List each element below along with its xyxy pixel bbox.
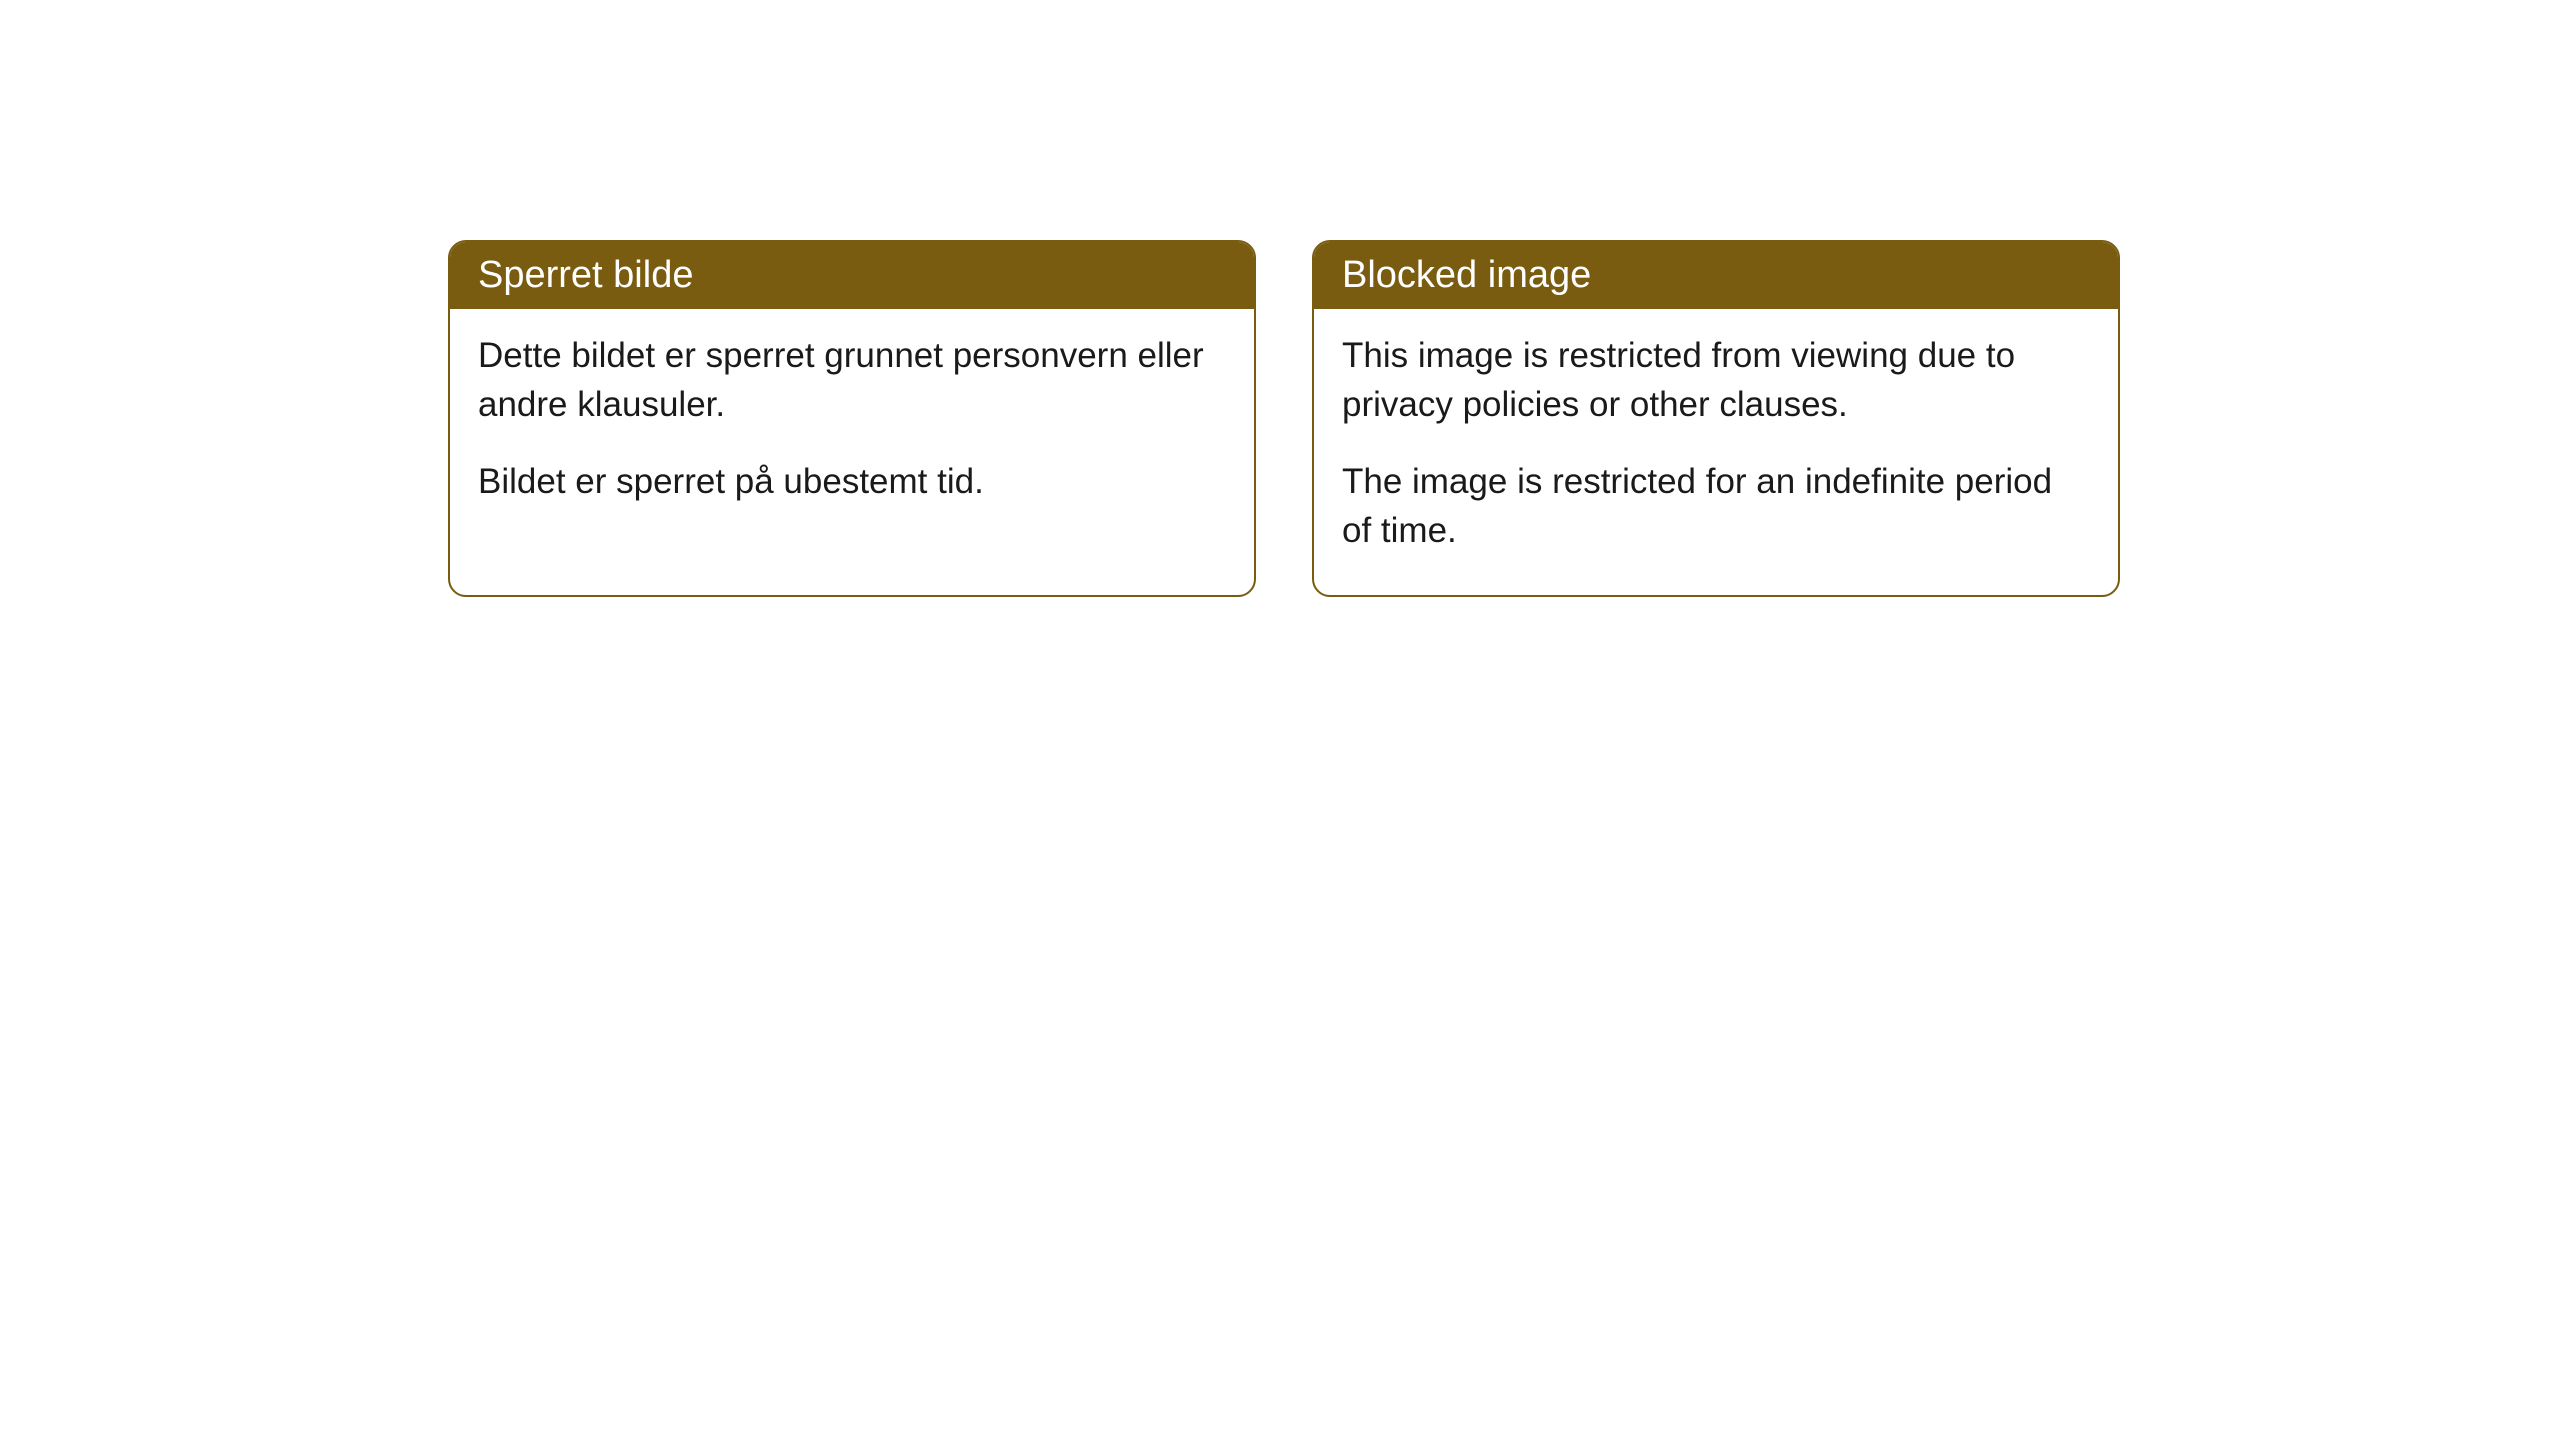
blocked-image-card-norwegian: Sperret bilde Dette bildet er sperret gr… xyxy=(448,240,1256,597)
card-body-norwegian: Dette bildet er sperret grunnet personve… xyxy=(450,309,1254,546)
card-paragraph-2-english: The image is restricted for an indefinit… xyxy=(1342,457,2090,555)
card-paragraph-2-norwegian: Bildet er sperret på ubestemt tid. xyxy=(478,457,1226,506)
card-paragraph-1-english: This image is restricted from viewing du… xyxy=(1342,331,2090,429)
card-paragraph-1-norwegian: Dette bildet er sperret grunnet personve… xyxy=(478,331,1226,429)
blocked-image-card-english: Blocked image This image is restricted f… xyxy=(1312,240,2120,597)
notice-cards-container: Sperret bilde Dette bildet er sperret gr… xyxy=(0,0,2560,597)
card-body-english: This image is restricted from viewing du… xyxy=(1314,309,2118,595)
card-header-english: Blocked image xyxy=(1314,242,2118,309)
card-header-norwegian: Sperret bilde xyxy=(450,242,1254,309)
